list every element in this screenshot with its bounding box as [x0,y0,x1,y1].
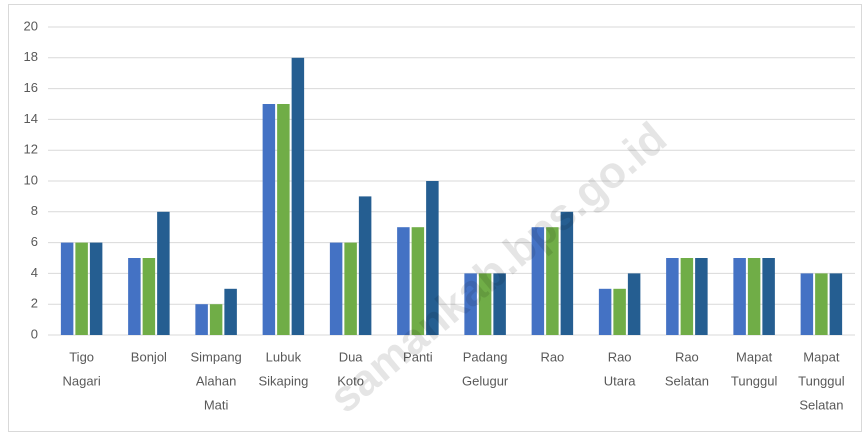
bar [75,242,88,335]
bar [531,227,545,335]
x-tick-label: Simpang [190,349,241,364]
x-tick-label: Tigo [69,349,94,364]
x-tick-label: Mati [204,397,229,412]
bar [157,211,170,335]
x-tick-label: Rao [608,349,632,364]
y-tick-label: 14 [24,111,38,126]
x-tick-label: Dua [339,349,364,364]
x-tick-label: Gelugur [462,373,509,388]
y-tick-label: 16 [24,80,38,95]
bar [426,181,439,335]
bar [142,258,156,335]
bar [598,288,612,335]
bar [358,196,372,335]
y-tick-label: 6 [31,234,38,249]
bar [493,273,506,335]
y-tick-label: 12 [24,142,38,157]
bar [478,273,492,335]
bar [464,273,477,335]
bar [560,211,574,335]
bar [815,273,828,335]
y-tick-label: 20 [24,18,38,33]
bar [291,57,305,336]
x-tick-label: Bonjol [131,349,167,364]
bar [762,258,775,335]
x-tick-label: Tunggul [798,373,845,388]
bar [262,104,276,335]
y-tick-label: 0 [31,326,38,341]
x-tick-label: Koto [337,373,364,388]
bar [195,304,208,335]
bar [680,258,694,335]
x-tick-label: Alahan [196,373,236,388]
bar [627,273,641,335]
y-tick-label: 10 [24,172,38,187]
bar [224,288,237,335]
x-tick-label: Rao [675,349,699,364]
bar [747,258,761,335]
bar [397,227,410,335]
bar [411,227,425,335]
bar [60,242,74,335]
x-tick-label: Mapat [736,349,773,364]
y-tick-label: 18 [24,49,38,64]
bar [344,242,357,335]
bar [613,288,626,335]
x-tick-label: Padang [463,349,508,364]
x-tick-label: Nagari [62,373,100,388]
bar [546,227,559,335]
y-tick-label: 2 [31,296,38,311]
bar [800,273,814,335]
bar [89,242,103,335]
x-tick-label: Tunggul [731,373,778,388]
x-tick-label: Sikaping [258,373,308,388]
bar [695,258,708,335]
bar [209,304,223,335]
x-tick-label: Lubuk [266,349,302,364]
x-tick-label: Panti [403,349,433,364]
x-tick-label: Rao [540,349,564,364]
y-tick-label: 4 [31,265,38,280]
x-tick-label: Selatan [665,373,709,388]
bar [329,242,343,335]
bar [829,273,843,335]
x-tick-label: Mapat [803,349,840,364]
x-tick-label: Utara [604,373,637,388]
bar [277,104,290,335]
x-tick-label: Selatan [799,397,843,412]
bar [128,258,141,335]
y-tick-label: 8 [31,203,38,218]
bar [733,258,746,335]
bar [666,258,679,335]
